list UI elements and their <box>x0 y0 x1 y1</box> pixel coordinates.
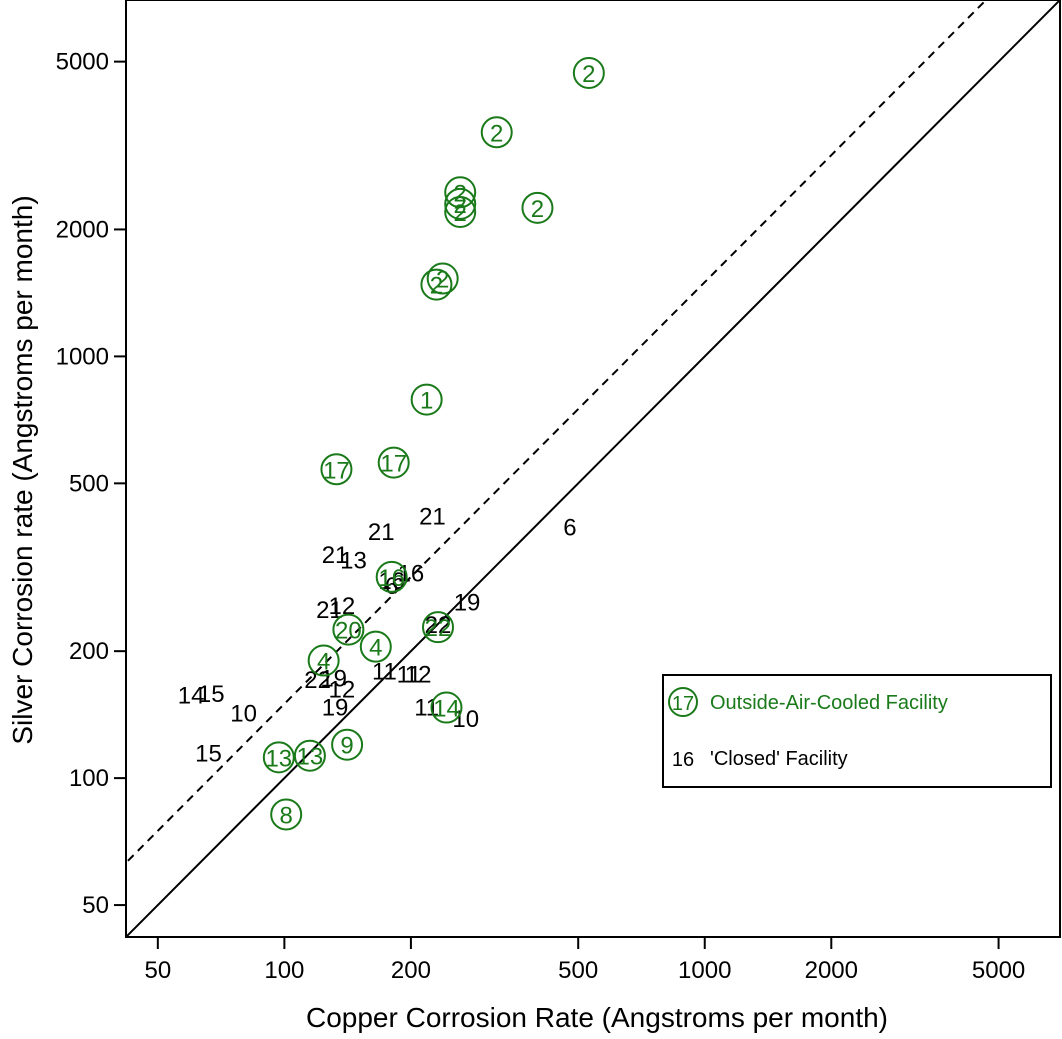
y-tick-label: 5000 <box>56 49 109 76</box>
data-point-marker <box>430 691 463 724</box>
data-point-label: 17 <box>323 457 350 484</box>
data-point-label: 9 <box>340 733 353 760</box>
data-point-marker <box>422 611 455 644</box>
data-point-marker <box>332 613 365 646</box>
x-tick-label: 1000 <box>678 957 731 984</box>
x-tick-label: 50 <box>144 957 171 984</box>
data-point-label: 16 <box>378 568 405 595</box>
data-point-label: 21 <box>419 503 446 530</box>
data-point-label: 8 <box>280 802 293 829</box>
legend-label: 'Closed' Facility <box>710 748 848 770</box>
y-tick-label: 500 <box>69 470 109 497</box>
data-point-label: 2 <box>582 61 595 88</box>
data-point-marker <box>410 383 443 416</box>
legend-symbol: 16 <box>672 749 694 771</box>
data-point-label: 2 <box>430 273 443 300</box>
x-tick-label: 100 <box>264 957 304 984</box>
y-tick-label: 2000 <box>56 216 109 243</box>
x-axis-title: Copper Corrosion Rate (Angstroms per mon… <box>306 1002 888 1033</box>
data-point-marker <box>270 798 303 831</box>
data-point-label: 22 <box>425 612 452 639</box>
dashed-reference-line <box>126 0 988 865</box>
data-point-label: 20 <box>335 618 362 645</box>
data-point-label: 15 <box>195 741 222 768</box>
x-tick-label: 2000 <box>805 957 858 984</box>
data-point-label: 14 <box>178 682 205 709</box>
x-tick-label: 500 <box>558 957 598 984</box>
data-point-label: 22 <box>425 615 452 642</box>
data-point-label: 14 <box>433 696 460 723</box>
data-point-label: 22 <box>304 667 331 694</box>
data-point-label: 1 <box>420 388 433 415</box>
data-point-label: 11 <box>372 658 397 685</box>
data-point-label: 2 <box>490 120 503 147</box>
y-axis-title: Silver Corrosion rate (Angstroms per mon… <box>7 195 38 744</box>
data-point-label: 19 <box>320 666 347 693</box>
y-tick-label: 200 <box>69 638 109 665</box>
data-point-marker <box>331 728 364 761</box>
data-point-marker <box>444 176 477 209</box>
data-point-label: 13 <box>265 745 292 772</box>
legend-label: Outside-Air-Cooled Facility <box>710 692 948 714</box>
data-point-label: 4 <box>369 635 382 662</box>
data-point-marker <box>572 56 605 89</box>
data-point-marker <box>359 630 392 663</box>
data-point-label: 6 <box>563 515 576 542</box>
y-tick-label: 1000 <box>56 343 109 370</box>
data-point-label: 12 <box>328 677 355 704</box>
data-point-marker <box>444 187 477 220</box>
data-point-label: 15 <box>198 681 225 708</box>
x-axis: 50 100 200 500 1000 2000 5000 <box>144 937 1025 984</box>
x-tick-label: 200 <box>391 957 431 984</box>
data-point-marker <box>307 644 340 677</box>
legend: 17 Outside-Air-Cooled Facility 16 'Closed' … <box>662 674 1052 788</box>
data-point-label: 2 <box>531 196 544 223</box>
data-point-marker <box>521 191 554 224</box>
data-point-label: 19 <box>322 694 349 721</box>
data-point-label: 16 <box>378 565 405 592</box>
data-point-marker <box>480 116 513 149</box>
data-point-label: 21 <box>322 542 349 569</box>
x-tick-label: 5000 <box>972 957 1025 984</box>
legend-box <box>662 674 1052 788</box>
legend-marker <box>668 687 698 717</box>
data-point-marker <box>444 195 477 228</box>
data-point-label: 13 <box>340 547 367 574</box>
data-point-marker <box>426 262 459 295</box>
data-point-label: 10 <box>230 701 257 728</box>
data-point-label: 19 <box>454 590 481 617</box>
legend-symbol: 17 <box>672 693 694 715</box>
data-point-marker <box>375 560 408 593</box>
data-point-marker <box>377 446 410 479</box>
data-point-label: 2 <box>454 192 467 219</box>
y-axis: 50 100 200 500 1000 2000 5000 <box>56 49 126 919</box>
data-point-label: 12 <box>405 662 432 689</box>
y-tick-label: 50 <box>82 892 109 919</box>
data-point-label: 2 <box>454 200 467 227</box>
y-tick-label: 100 <box>69 765 109 792</box>
data-point-label: 4 <box>317 649 330 676</box>
data-point-label: 13 <box>297 744 324 771</box>
data-point-label: 6 <box>385 573 398 600</box>
data-point-marker <box>293 739 326 772</box>
data-point-label: 17 <box>380 451 407 478</box>
data-point-marker <box>420 268 453 301</box>
data-point-marker <box>320 453 353 486</box>
data-point-label: 21 <box>368 519 395 546</box>
data-point-label: 11 <box>397 662 422 689</box>
data-point-label: 2 <box>454 180 467 207</box>
data-point-marker <box>262 741 295 774</box>
